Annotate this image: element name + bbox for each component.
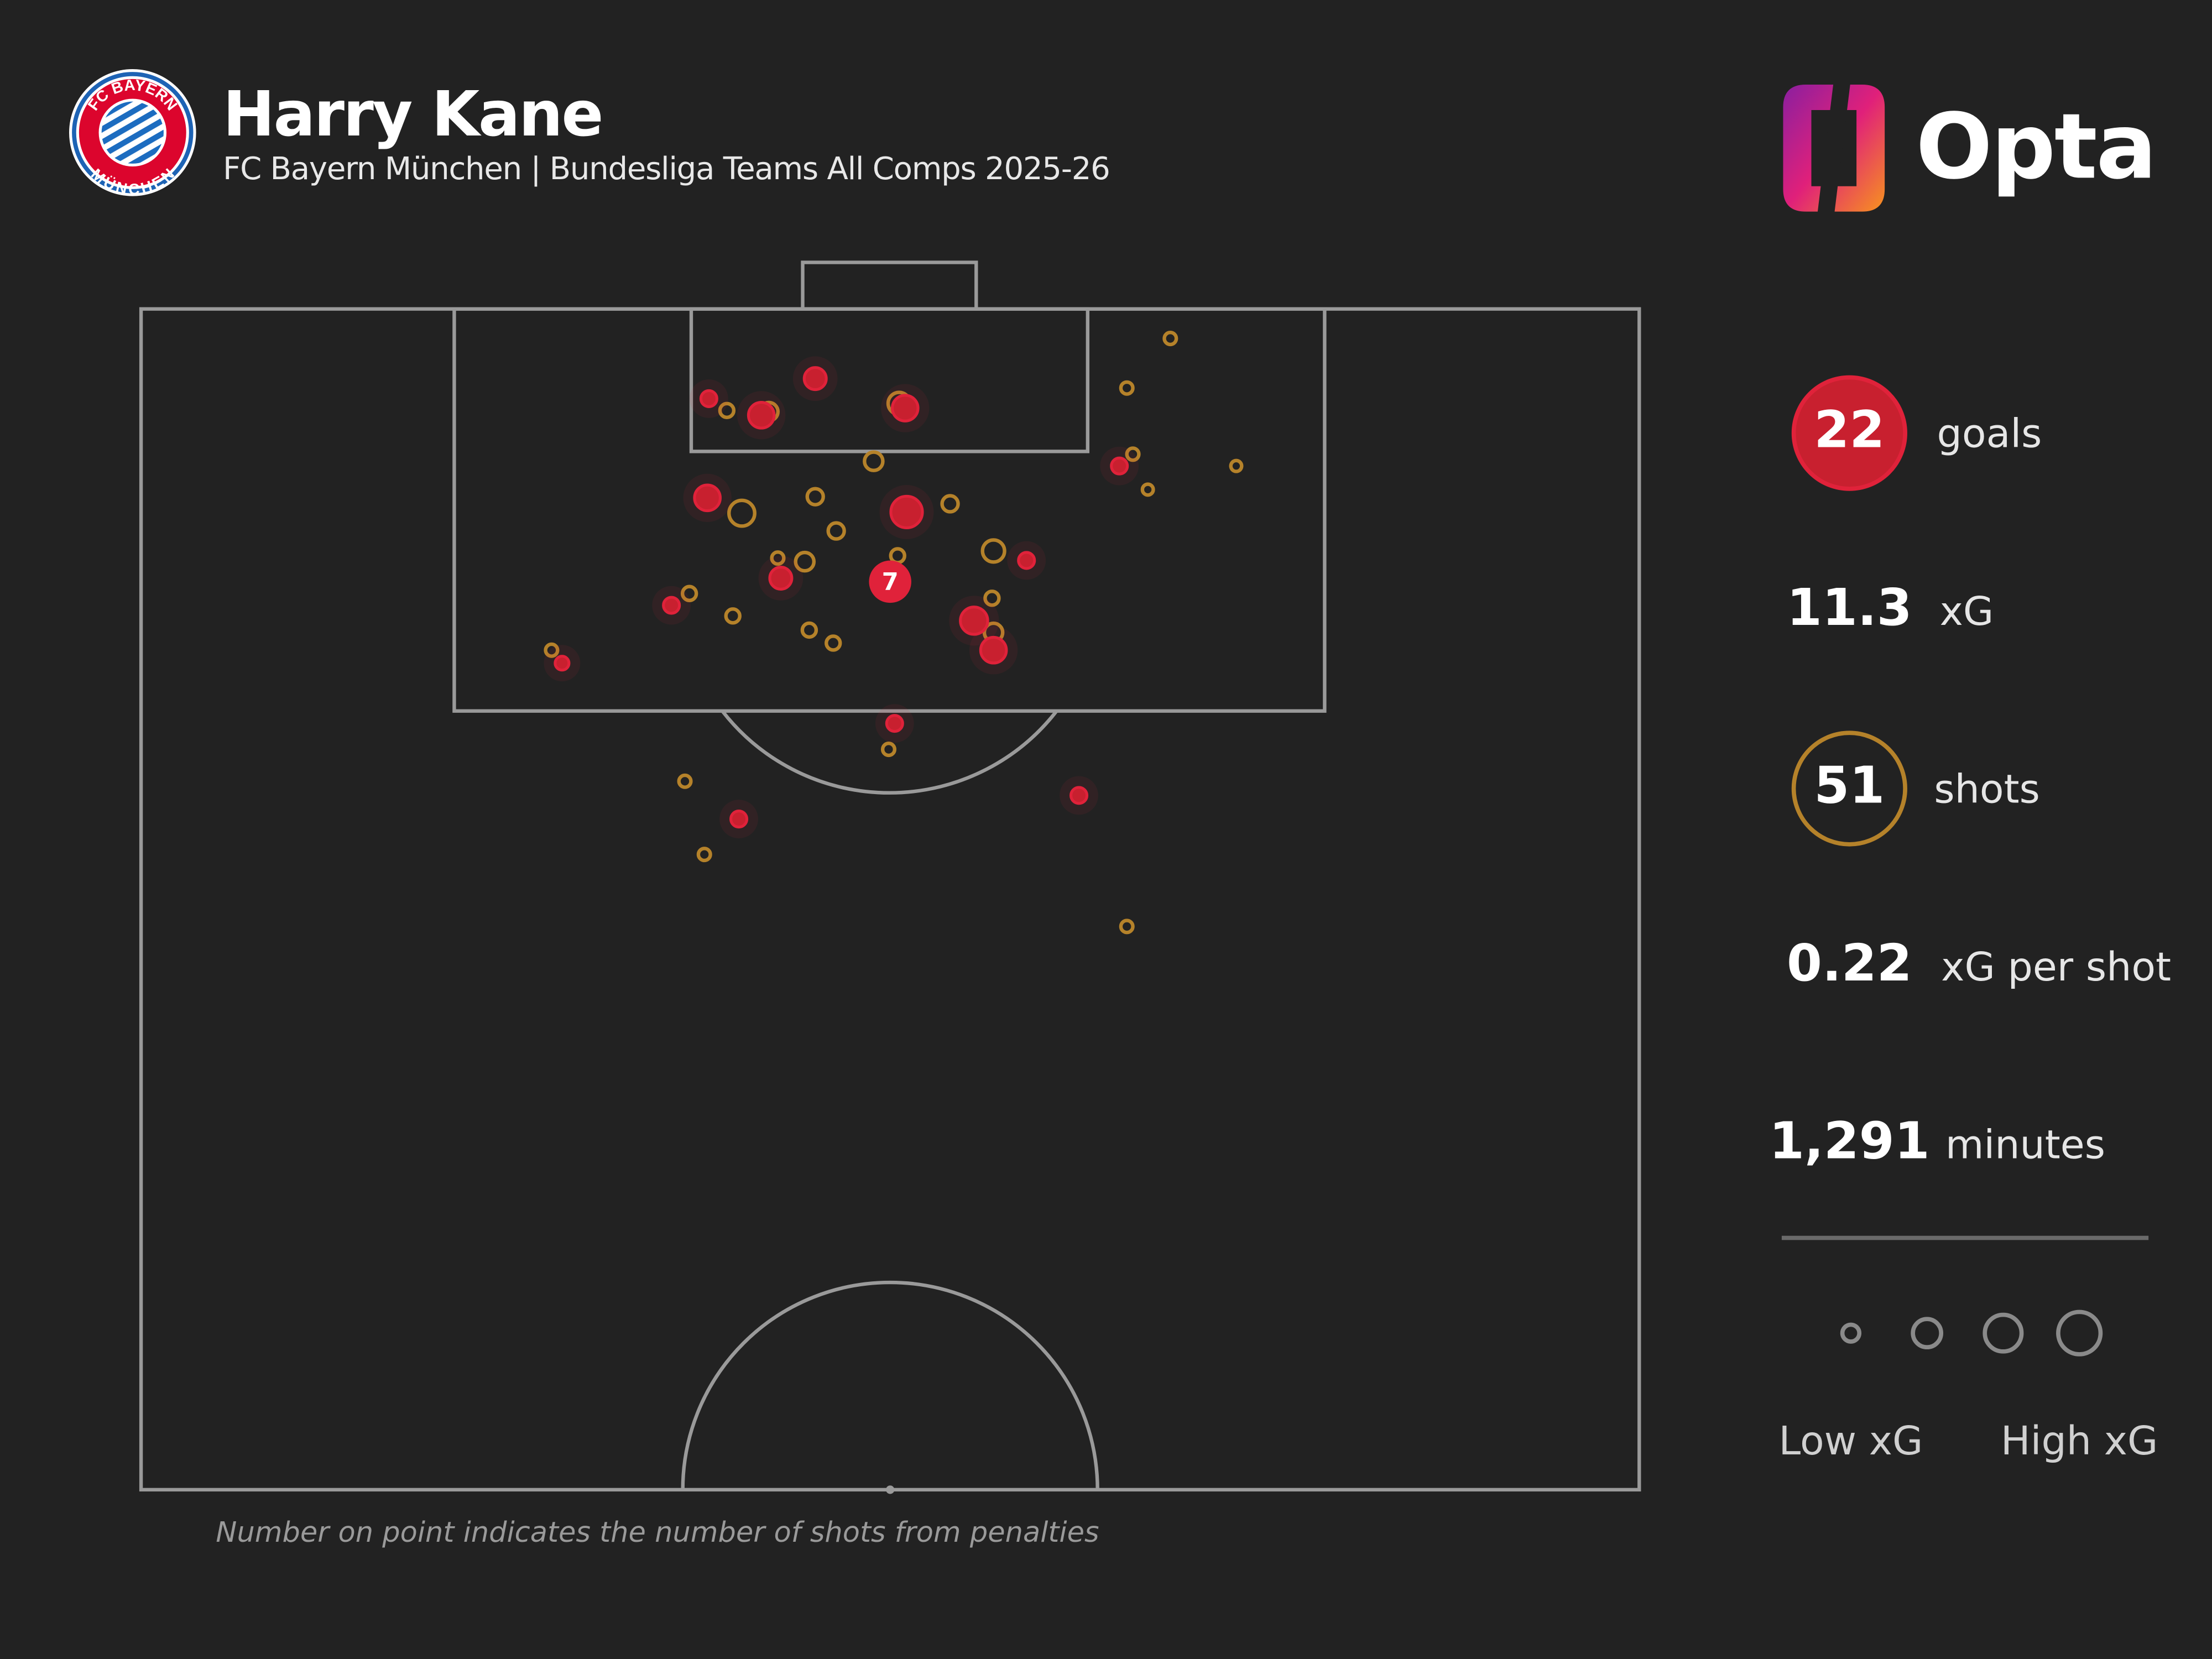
legend-circle-xs <box>1840 1322 1862 1344</box>
pitch-boundary <box>139 307 1641 1492</box>
shot-miss-marker <box>1162 331 1178 347</box>
legend-low-label: Low xG <box>1778 1417 1923 1464</box>
shot-goal-marker <box>802 366 828 392</box>
opta-logo-icon <box>1783 79 1885 217</box>
shot-goal-marker <box>1110 456 1129 476</box>
shot-miss-marker <box>980 538 1006 564</box>
shot-miss-marker <box>724 607 742 625</box>
minutes-label: minutes <box>1945 1121 2105 1168</box>
shot-miss-marker <box>863 450 885 472</box>
center-spot <box>886 1485 895 1494</box>
goals-badge <box>1791 375 1907 491</box>
goal <box>801 260 978 311</box>
subtitle: FC Bayern München | Bundesliga Teams All… <box>223 152 1110 188</box>
shot-goal-marker <box>885 714 904 733</box>
shot-miss-marker <box>880 742 897 758</box>
goals-value: 22 <box>1814 402 1885 460</box>
legend-circle-s <box>1911 1317 1944 1350</box>
shot-miss-marker <box>1119 919 1135 935</box>
shot-goal-marker <box>979 635 1008 665</box>
shots-badge <box>1791 731 1907 847</box>
shot-goal-marker <box>1017 551 1036 570</box>
divider <box>1781 1235 2149 1240</box>
opta-brand-text: Opta <box>1916 96 2157 201</box>
minutes-value: 1,291 <box>1769 1113 1930 1171</box>
footnote: Number on point indicates the number of … <box>216 1515 1099 1549</box>
shot-goal-marker <box>1070 786 1089 805</box>
shot-goal-marker <box>729 810 749 829</box>
xg-per-shot-label: xG per shot <box>1941 943 2172 990</box>
legend-circle-m <box>1983 1312 2024 1354</box>
center-circle <box>681 1280 1099 1490</box>
shot-goal-marker <box>768 566 794 591</box>
xg-value: 11.3 <box>1787 580 1912 638</box>
legend-high-label: High xG <box>2000 1417 2158 1464</box>
shot-miss-marker <box>983 589 1001 607</box>
club-crest-logo: FC BAYERN MÜNCHEN <box>69 69 196 197</box>
shot-miss-marker <box>727 498 757 528</box>
shot-miss-marker <box>696 847 712 863</box>
shots-layer: 7 <box>544 331 1244 935</box>
shot-goal-marker <box>662 596 681 615</box>
shot-miss-marker <box>1229 458 1244 473</box>
shot-miss-marker <box>800 621 818 639</box>
shot-miss-marker <box>889 547 906 565</box>
shot-miss-marker <box>940 494 960 514</box>
shot-goal-marker <box>890 394 920 422</box>
penalty-goal-marker <box>869 560 911 603</box>
player-name-title: Harry Kane <box>223 79 603 151</box>
goals-label: goals <box>1937 410 2042 457</box>
shot-goal-marker <box>554 655 571 672</box>
shot-miss-marker <box>1125 446 1141 462</box>
shot-goal-marker <box>747 401 776 430</box>
shots-label: shots <box>1934 766 2040 813</box>
xg-per-shot-value: 0.22 <box>1787 935 1912 993</box>
xg-size-legend <box>1840 1310 2103 1357</box>
shots-value: 51 <box>1814 757 1885 816</box>
shot-miss-marker <box>1140 482 1155 497</box>
shot-miss-marker <box>1119 380 1135 396</box>
shot-miss-marker <box>825 634 842 652</box>
penalty-count-label: 7 <box>882 568 899 596</box>
shot-goal-marker <box>959 606 989 636</box>
shot-miss-marker <box>677 773 693 789</box>
shot-goal-marker <box>889 494 924 530</box>
shot-goal-marker <box>693 483 722 513</box>
shot-miss-marker <box>544 642 560 658</box>
xg-label: xG <box>1939 588 1994 635</box>
shot-miss-marker <box>770 550 786 566</box>
penalty-arc <box>721 709 1058 795</box>
legend-circle-l <box>2056 1310 2103 1357</box>
shot-miss-marker <box>805 487 825 507</box>
shot-goal-marker <box>699 389 718 408</box>
shot-miss-marker <box>680 585 698 602</box>
shot-miss-marker <box>718 401 736 420</box>
shot-miss-marker <box>794 550 816 573</box>
shot-miss-marker <box>826 521 846 541</box>
